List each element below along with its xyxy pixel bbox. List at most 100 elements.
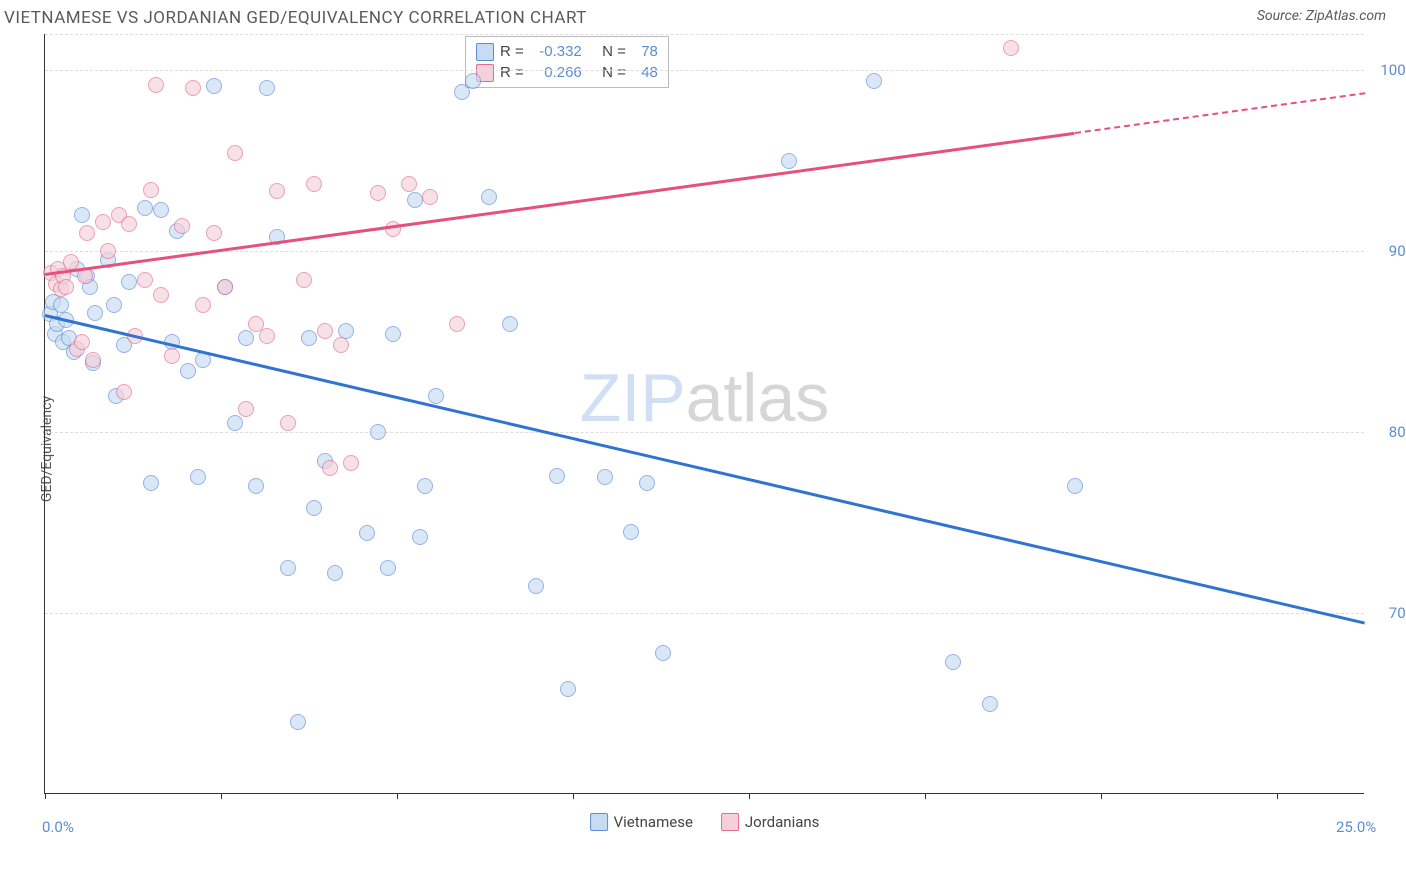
data-point [449, 316, 465, 332]
source-prefix: Source: [1257, 8, 1306, 24]
data-point [190, 469, 206, 485]
data-point [227, 145, 243, 161]
x-tick [1277, 793, 1278, 799]
data-point [945, 654, 961, 670]
data-point [143, 182, 159, 198]
data-point [137, 272, 153, 288]
x-tick [573, 793, 574, 799]
legend-label: Vietnamese [614, 813, 693, 831]
data-point [639, 475, 655, 491]
bottom-legend: Vietnamese Jordanians [590, 813, 820, 831]
n-label: N = [602, 41, 626, 62]
r-value: -0.332 [530, 41, 582, 62]
data-point [597, 469, 613, 485]
gridline [45, 613, 1364, 614]
data-point [100, 243, 116, 259]
data-point [217, 279, 233, 295]
n-value: 48 [632, 62, 658, 83]
data-point [248, 478, 264, 494]
data-point [1003, 40, 1019, 56]
data-point [380, 560, 396, 576]
data-point [866, 73, 882, 89]
n-label: N = [602, 62, 626, 83]
stats-legend-box: R = -0.332 N = 78 R = 0.266 N = 48 [465, 36, 669, 88]
data-point [481, 189, 497, 205]
n-value: 78 [632, 41, 658, 62]
trend-line [45, 132, 1075, 276]
data-point [95, 214, 111, 230]
data-point [407, 192, 423, 208]
data-point [465, 73, 481, 89]
data-point [982, 696, 998, 712]
data-point [206, 225, 222, 241]
data-point [174, 218, 190, 234]
data-point [1067, 478, 1083, 494]
data-point [79, 225, 95, 241]
data-point [153, 202, 169, 218]
series-swatch [476, 43, 494, 61]
watermark-zip: ZIP [580, 360, 686, 436]
data-point [85, 352, 101, 368]
data-point [623, 524, 639, 540]
data-point [560, 681, 576, 697]
watermark: ZIPatlas [580, 359, 829, 437]
data-point [121, 216, 137, 232]
trend-line [45, 315, 1366, 625]
x-tick [397, 793, 398, 799]
data-point [333, 337, 349, 353]
chart-container: GED/Equivalency ZIPatlas R =-0.332 N =78… [2, 34, 1402, 864]
data-point [401, 176, 417, 192]
trend-line [1074, 92, 1365, 134]
data-point [238, 330, 254, 346]
data-point [317, 323, 333, 339]
r-label: R = [500, 62, 524, 83]
x-tick [45, 793, 46, 799]
y-tick-label: 100.0% [1380, 61, 1406, 79]
chart-title: VIETNAMESE VS JORDANIAN GED/EQUIVALENCY … [4, 8, 587, 28]
x-axis-min-label: 0.0% [42, 818, 74, 836]
plot-area: ZIPatlas R =-0.332 N =78R =0.266 N =48 V… [44, 34, 1364, 794]
data-point [280, 560, 296, 576]
data-point [385, 326, 401, 342]
x-tick [749, 793, 750, 799]
data-point [322, 460, 338, 476]
data-point [306, 500, 322, 516]
r-label: R = [500, 41, 524, 62]
data-point [327, 565, 343, 581]
source-label: Source: ZipAtlas.com [1257, 8, 1386, 24]
y-tick-label: 80.0% [1389, 423, 1406, 441]
x-tick [1101, 793, 1102, 799]
data-point [259, 80, 275, 96]
stats-row: R = 0.266 N = 48 [476, 62, 658, 83]
data-point [412, 529, 428, 545]
data-point [74, 334, 90, 350]
data-point [269, 183, 285, 199]
x-axis-max-label: 25.0% [1336, 818, 1376, 836]
data-point [343, 455, 359, 471]
data-point [301, 330, 317, 346]
data-point [77, 268, 93, 284]
x-tick [221, 793, 222, 799]
data-point [417, 478, 433, 494]
gridline [45, 251, 1364, 252]
data-point [306, 176, 322, 192]
stats-row: R = -0.332 N = 78 [476, 41, 658, 62]
data-point [185, 80, 201, 96]
data-point [137, 200, 153, 216]
data-point [280, 415, 296, 431]
data-point [549, 468, 565, 484]
r-value: 0.266 [530, 62, 582, 83]
data-point [238, 401, 254, 417]
data-point [428, 388, 444, 404]
legend-swatch [590, 813, 608, 831]
data-point [227, 415, 243, 431]
source-name: ZipAtlas.com [1306, 8, 1386, 24]
data-point [116, 384, 132, 400]
data-point [422, 189, 438, 205]
legend-label: Jordanians [745, 813, 820, 831]
data-point [121, 274, 137, 290]
data-point [195, 297, 211, 313]
data-point [655, 645, 671, 661]
data-point [180, 363, 196, 379]
data-point [502, 316, 518, 332]
